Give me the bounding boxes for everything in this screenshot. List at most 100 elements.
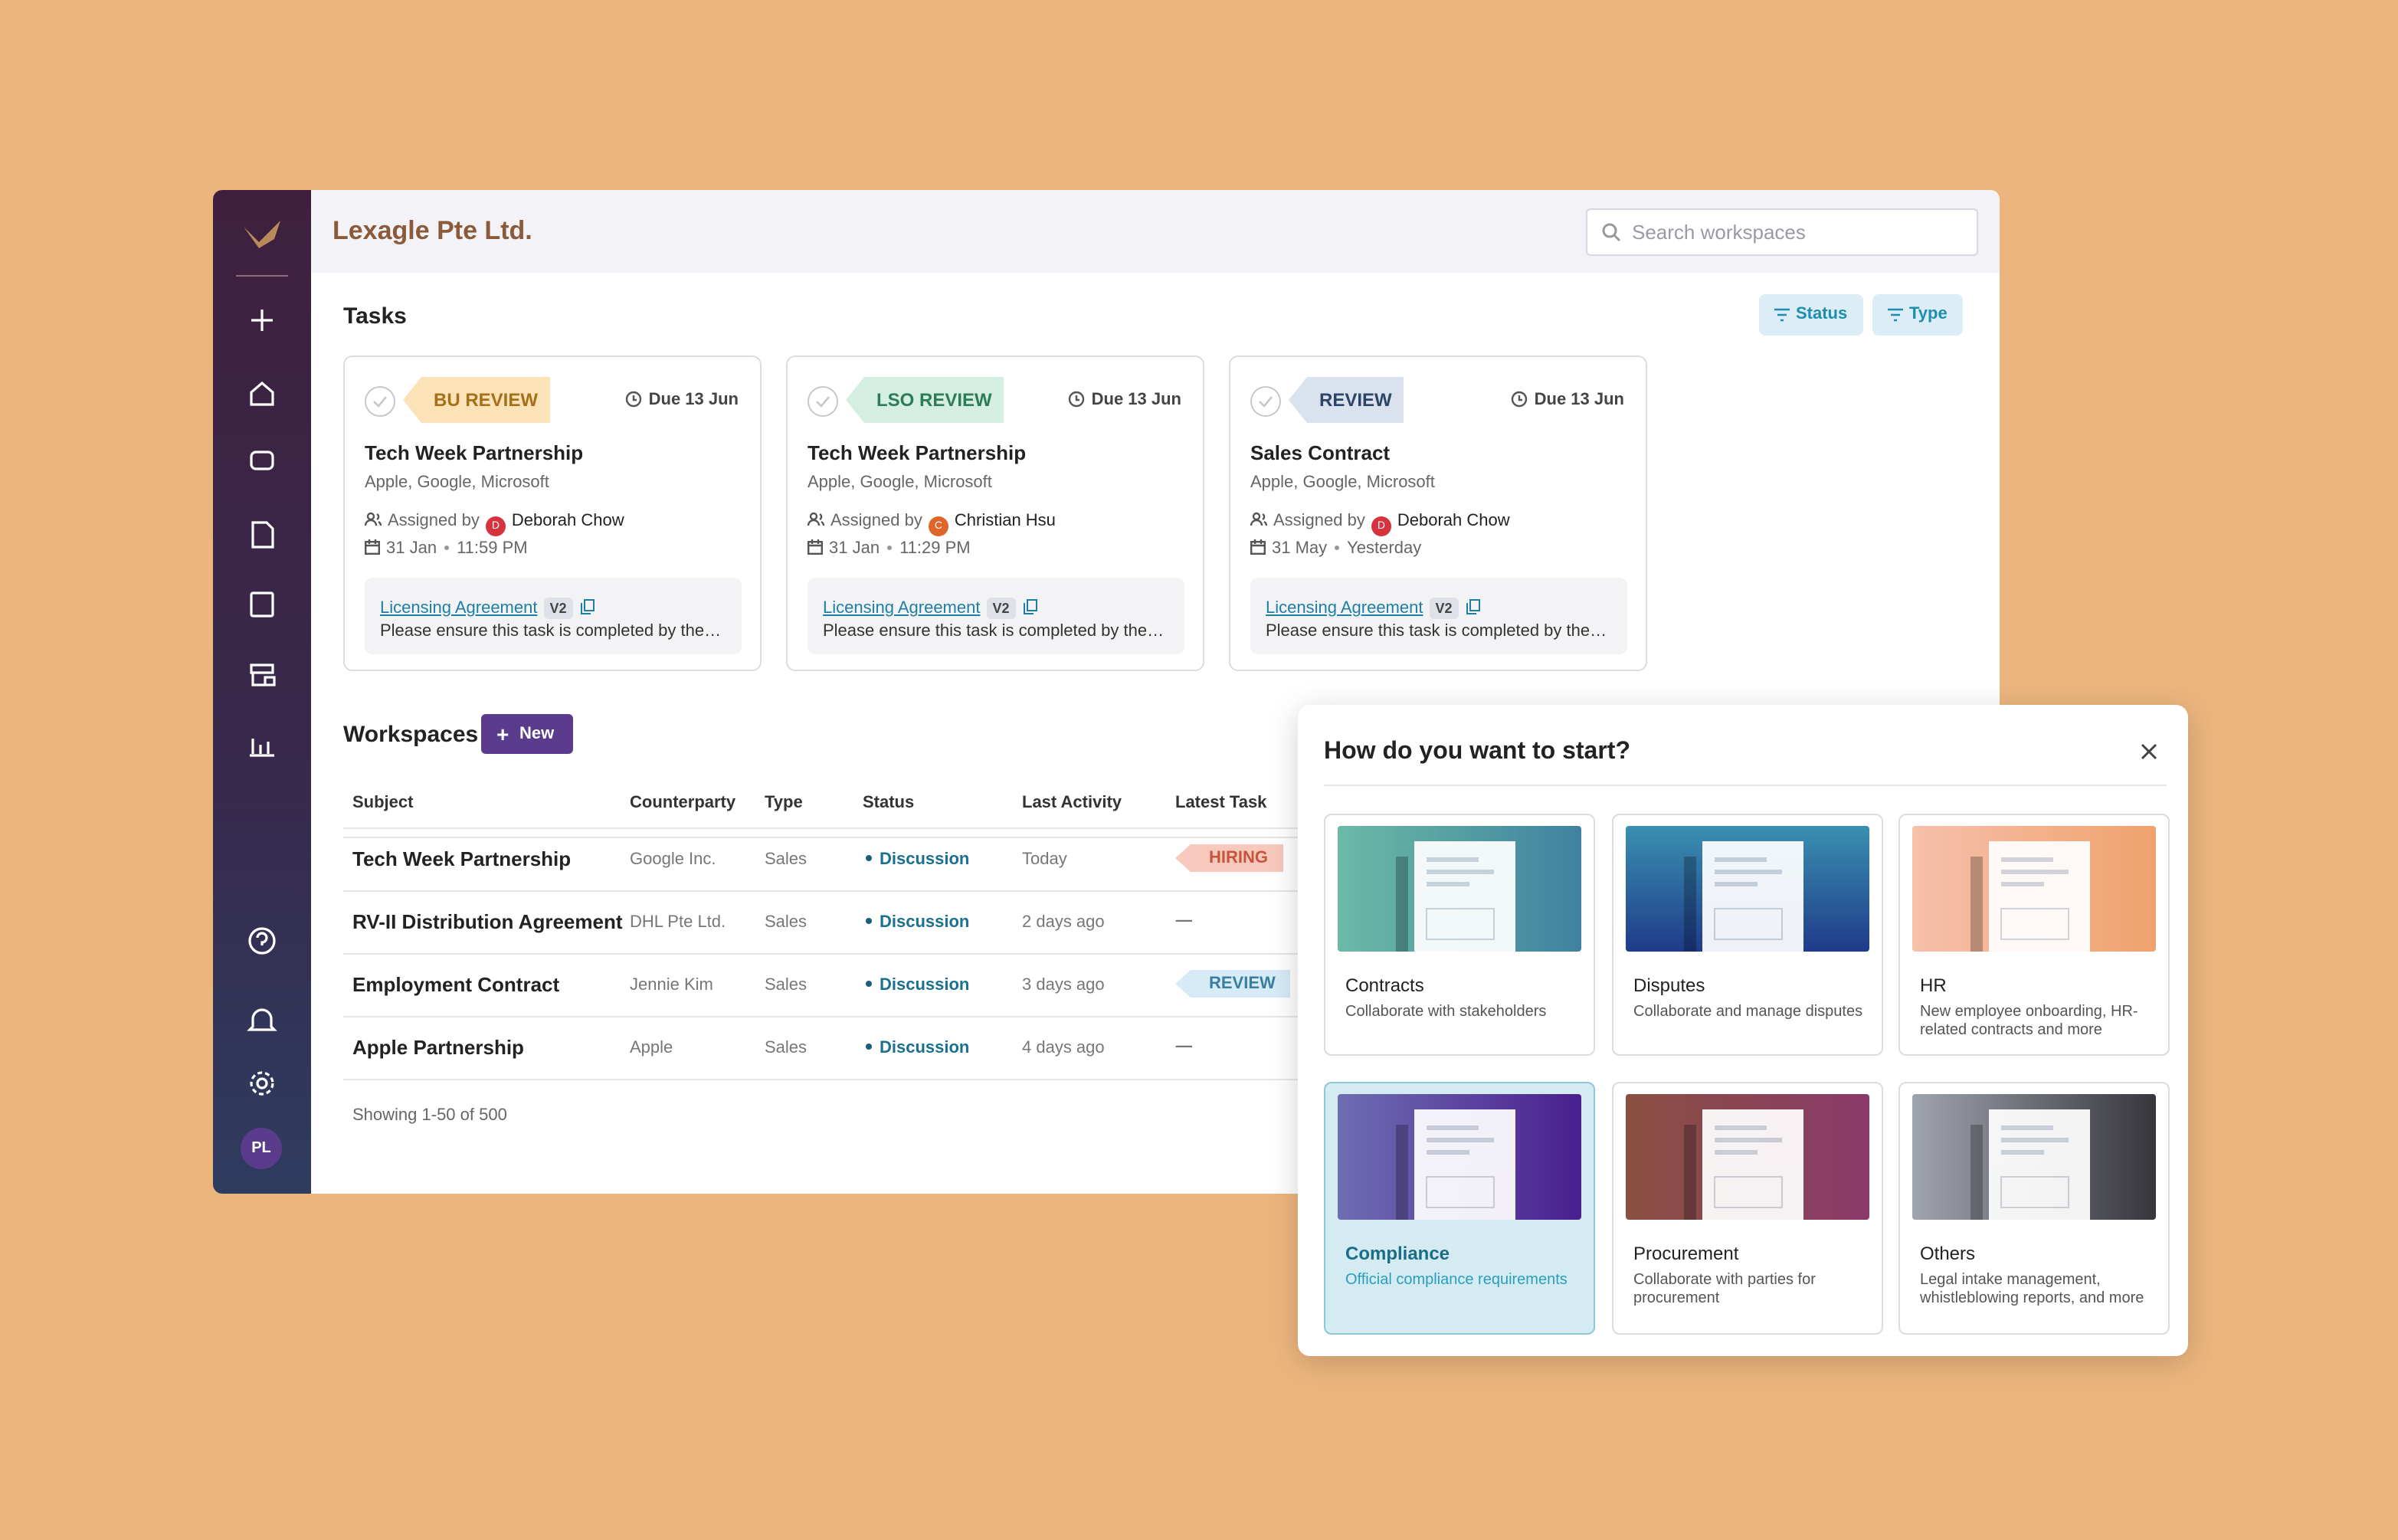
start-option[interactable]: Procurement Collaborate with parties for …	[1612, 1082, 1883, 1335]
document-box: Licensing Agreement V2 Please ensure this …	[365, 578, 742, 654]
date-row: 31 Jan 11:29 PM	[808, 539, 971, 558]
illustration-page	[1702, 841, 1803, 952]
status-text: Discussion	[880, 976, 970, 994]
document-link: Licensing Agreement	[823, 599, 981, 618]
option-title: Others	[1920, 1243, 1976, 1264]
status-text: Discussion	[880, 913, 970, 932]
person-icon	[364, 512, 382, 526]
document-version: V2	[543, 598, 573, 619]
assignee-avatar: D	[485, 516, 506, 536]
assigned-row: Assigned by D Deborah Chow	[364, 512, 624, 536]
task-date: 31 Jan	[386, 539, 437, 558]
start-option[interactable]: HR New employee onboarding, HR-related co…	[1898, 814, 2170, 1056]
user-avatar[interactable]: PL	[241, 1128, 282, 1169]
status-cell: Discussion	[863, 850, 969, 869]
date-row: 31 May Yesterday	[1250, 539, 1421, 558]
table-row[interactable]: Apple Partnership Apple Sales Discussion 4 d…	[343, 1016, 1324, 1079]
option-illustration	[1912, 826, 2156, 952]
start-option[interactable]: Disputes Collaborate and manage disputes	[1612, 814, 1883, 1056]
option-description: Collaborate with stakeholders	[1345, 1004, 1547, 1021]
calendar-icon	[1250, 539, 1266, 555]
latest-task: —	[1175, 1037, 1192, 1056]
person-icon	[1250, 512, 1268, 526]
copy-icon	[580, 599, 595, 614]
illustration-spine	[1684, 857, 1696, 952]
task-note: Please ensure this task is completed by …	[823, 622, 1165, 641]
copy-icon	[1023, 599, 1037, 614]
modal-divider	[1324, 785, 2167, 786]
workspace-subject[interactable]: Employment Contract	[352, 973, 560, 996]
task-date: 31 Jan	[829, 539, 880, 558]
clock-icon	[1069, 391, 1085, 408]
filter-button[interactable]: Type	[1872, 294, 1963, 336]
option-illustration	[1626, 826, 1869, 952]
search-box[interactable]: Search workspaces	[1586, 208, 1978, 256]
illustration-spine	[1684, 1125, 1696, 1220]
table-row[interactable]: RV-II Distribution Agreement DHL Pte Ltd.…	[343, 890, 1324, 953]
workspace-subject[interactable]: Tech Week Partnership	[352, 847, 572, 870]
document-link: Licensing Agreement	[380, 599, 538, 618]
new-button[interactable]: + New	[481, 714, 573, 754]
assigned-row: Assigned by C Christian Hsu	[807, 512, 1056, 536]
company-name: Lexagle Pte Ltd.	[333, 216, 532, 245]
status-dot	[866, 1044, 872, 1050]
sidebar: PL	[213, 190, 311, 1194]
task-title: Tech Week Partnership	[365, 441, 584, 464]
start-option[interactable]: Others Legal intake management, whistlebl…	[1898, 1082, 2170, 1335]
person-icon	[807, 512, 825, 526]
table-row[interactable]: Employment Contract Jennie Kim Sales Discus…	[343, 953, 1324, 1016]
assignee-name: Christian Hsu	[954, 512, 1056, 530]
task-card[interactable]: BU REVIEW Due 13 Jun Tech Week Partnership…	[343, 356, 762, 671]
column-header: Last Activity	[1022, 794, 1122, 812]
illustration-page	[1414, 1109, 1515, 1220]
start-option[interactable]: Contracts Collaborate with stakeholders	[1324, 814, 1595, 1056]
filter-icon	[1888, 308, 1903, 322]
illustration-spine	[1970, 1125, 1983, 1220]
separator-dot	[1335, 546, 1340, 550]
filter-icon	[1774, 308, 1790, 322]
illustration-page	[1414, 841, 1515, 952]
table-cell: DHL Pte Ltd.	[630, 913, 726, 932]
tasks-title: Tasks	[343, 303, 407, 329]
document-row: Licensing Agreement V2	[823, 593, 1037, 621]
status-dot	[866, 918, 872, 924]
task-card[interactable]: REVIEW Due 13 Jun Sales Contract Apple, Goo…	[1229, 356, 1647, 671]
illustration-page	[1989, 841, 2090, 952]
task-checkbox[interactable]	[365, 386, 395, 417]
task-time: Yesterday	[1347, 539, 1422, 558]
table-row[interactable]: Tech Week Partnership Google Inc. Sales Dis…	[343, 827, 1324, 890]
task-tag: BU REVIEW	[403, 377, 551, 423]
calendar-icon	[808, 539, 824, 555]
option-illustration	[1338, 826, 1581, 952]
header: Lexagle Pte Ltd. Search workspaces	[311, 190, 2000, 273]
date-row: 31 Jan 11:59 PM	[365, 539, 528, 558]
close-button[interactable]	[2141, 743, 2157, 760]
document-version: V2	[1429, 598, 1459, 619]
task-parties: Apple, Google, Microsoft	[1250, 473, 1435, 492]
check-icon	[1259, 396, 1273, 408]
start-option[interactable]: Compliance Official compliance requiremen…	[1324, 1082, 1595, 1335]
table-cell: Sales	[765, 913, 808, 932]
option-illustration	[1912, 1094, 2156, 1220]
task-card[interactable]: LSO REVIEW Due 13 Jun Tech Week Partnershi…	[786, 356, 1204, 671]
status-dot	[866, 981, 872, 987]
workspace-subject[interactable]: RV-II Distribution Agreement	[352, 910, 623, 933]
workspace-subject[interactable]: Apple Partnership	[352, 1036, 524, 1059]
task-checkbox[interactable]	[1250, 386, 1281, 417]
table-cell: 4 days ago	[1022, 1039, 1105, 1057]
latest-task: REVIEW	[1175, 970, 1291, 998]
option-title: Compliance	[1345, 1243, 1450, 1264]
column-header: Type	[765, 794, 803, 812]
workspaces-title: Workspaces	[343, 722, 479, 748]
task-title: Tech Week Partnership	[808, 441, 1027, 464]
table-cell: Today	[1022, 850, 1067, 869]
table-footer: Showing 1-50 of 500	[352, 1106, 507, 1125]
option-description: Official compliance requirements	[1345, 1272, 1568, 1289]
option-description: New employee onboarding, HR-related cont…	[1920, 1004, 2138, 1039]
table-cell: Jennie Kim	[630, 976, 713, 994]
illustration-spine	[1396, 1125, 1408, 1220]
task-checkbox[interactable]	[808, 386, 838, 417]
filter-button[interactable]: Status	[1759, 294, 1863, 336]
